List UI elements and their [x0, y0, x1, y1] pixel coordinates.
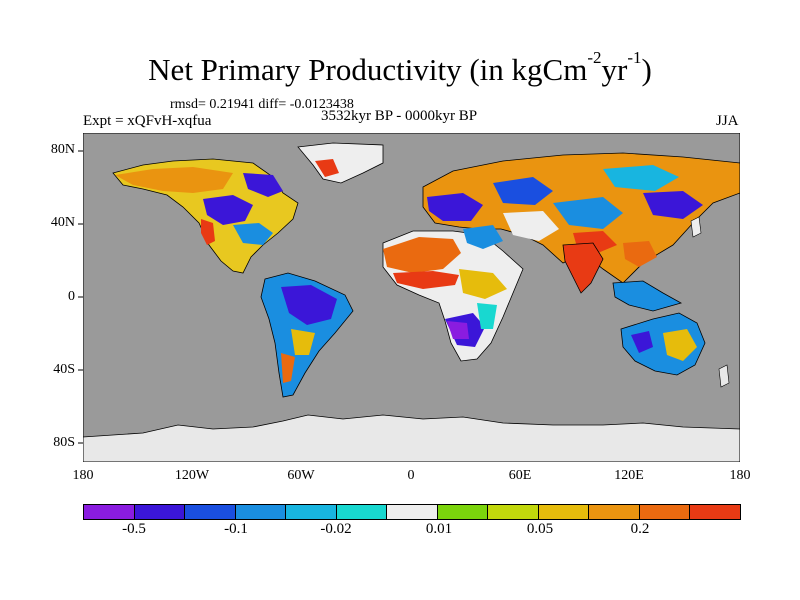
y-label-80s: 80S: [53, 435, 75, 450]
colorbar-swatch: [134, 505, 186, 519]
colorbar-swatch: [488, 505, 539, 519]
season-label: JJA: [716, 113, 739, 129]
y-label-0: 0: [68, 289, 75, 304]
new-zealand: [718, 364, 730, 388]
southeast-asia: [612, 280, 683, 312]
colorbar-swatch: [639, 505, 691, 519]
colorbar-swatch: [235, 505, 287, 519]
y-label-40n: 40N: [50, 215, 75, 230]
colorbar-swatch: [538, 505, 590, 519]
x-label-180w: 180: [72, 468, 94, 483]
stats-label: rmsd= 0.21941 diff= -0.0123438: [170, 97, 354, 112]
australia: [620, 312, 706, 376]
greenland: [297, 142, 384, 184]
colorbar-swatch: [286, 505, 337, 519]
period-label: 3532kyr BP - 0000kyr BP: [321, 108, 478, 124]
colorbar-label-neg-0-02: -0.02: [320, 521, 352, 537]
antarctica-landmass: [83, 414, 740, 462]
colorbar-label-neg-0-5: -0.5: [122, 521, 146, 537]
y-axis-ticks: [78, 150, 83, 444]
x-label-0: 0: [407, 468, 415, 483]
colorbar-swatch: [387, 505, 438, 519]
colorbar-swatch: [690, 505, 740, 519]
japan: [690, 216, 702, 238]
south-america: [260, 272, 354, 398]
africa: [382, 230, 524, 362]
colorbar-label-0-2: 0.2: [630, 521, 650, 537]
colorbar-label-0-05: 0.05: [526, 521, 554, 537]
world-map: [83, 133, 740, 462]
colorbar-label-0-01: 0.01: [425, 521, 453, 537]
x-label-120e: 120E: [614, 468, 644, 483]
greenland-edge: [315, 159, 339, 177]
y-label-40s: 40S: [53, 362, 75, 377]
colorbar-swatch: [437, 505, 489, 519]
colorbar-swatch: [336, 505, 388, 519]
colorbar-swatch: [84, 505, 135, 519]
x-label-180e: 180: [729, 468, 751, 483]
colorbar: [83, 504, 741, 520]
experiment-label: Expt = xQFvH-xqfua: [83, 113, 212, 129]
y-label-80n: 80N: [50, 142, 75, 157]
x-label-120w: 120W: [174, 468, 210, 483]
x-label-60w: 60W: [287, 468, 315, 483]
plot-title: Net Primary Productivity (in kgCm-2yr-1): [148, 48, 652, 87]
india: [562, 242, 604, 294]
colorbar-swatch: [185, 505, 236, 519]
eurasia: [422, 152, 740, 284]
x-label-60e: 60E: [508, 468, 532, 483]
north-america: [112, 158, 299, 274]
colorbar-swatch: [589, 505, 640, 519]
colorbar-label-neg-0-1: -0.1: [224, 521, 248, 537]
